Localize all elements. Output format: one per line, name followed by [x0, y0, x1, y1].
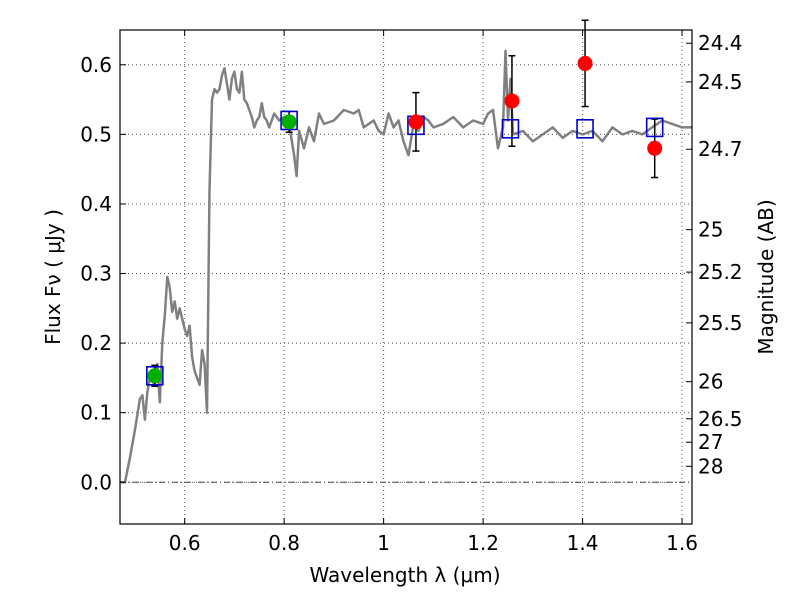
magnitude-tick-label: 24.4	[698, 31, 743, 55]
x-tick-label: 1.6	[666, 531, 698, 555]
red-data-point	[504, 93, 520, 109]
y-axis-title: Flux Fν ( μJy )	[41, 209, 65, 345]
magnitude-tick-label: 25.5	[698, 311, 743, 335]
model-sed-line	[120, 49, 692, 484]
y-tick-label: 0.4	[80, 192, 112, 216]
y-tick-label: 0.2	[80, 331, 112, 355]
model-sed-layer	[120, 49, 692, 484]
model-photometry-square	[501, 119, 520, 139]
red-data-point	[408, 114, 424, 130]
right-axis-title: Magnitude (AB)	[754, 199, 778, 354]
magnitude-tick-label: 24.5	[698, 70, 743, 94]
red-data-point	[647, 140, 663, 156]
axes	[119, 29, 693, 525]
model-photometry-square	[146, 365, 164, 386]
model-photometry-layer	[146, 110, 664, 386]
y-tick-label: 0.0	[80, 470, 112, 494]
x-tick-label: 1.2	[467, 531, 499, 555]
errorbar-layer	[151, 19, 659, 387]
grid	[120, 30, 692, 524]
green-data-point	[147, 368, 163, 384]
observed-point-layer	[147, 55, 663, 384]
ticks: 0.6 0.8 1 1.2 1.4 1.6 0.0 0.1 0.2 0.3 0.4 0.5 0.6 24.…	[80, 30, 743, 555]
x-tick-label: 0.6	[169, 531, 201, 555]
magnitude-tick-label: 27	[698, 430, 723, 454]
model-photometry-square	[280, 110, 298, 131]
y-tick-label: 0.1	[80, 401, 112, 425]
magnitude-tick-label: 24.7	[698, 137, 743, 161]
magnitude-tick-label: 25.2	[698, 260, 743, 284]
x-tick-label: 0.8	[268, 531, 300, 555]
green-data-point	[281, 114, 297, 130]
red-data-point	[577, 55, 593, 71]
x-tick-label: 1.4	[567, 531, 599, 555]
magnitude-tick-label: 26	[698, 370, 723, 394]
x-tick-label: 1	[377, 531, 390, 555]
magnitude-tick-label: 25	[698, 218, 723, 242]
model-photometry-square	[645, 117, 664, 138]
y-tick-label: 0.6	[80, 53, 112, 77]
model-photometry-square	[576, 119, 594, 139]
y-tick-label: 0.5	[80, 122, 112, 146]
magnitude-tick-label: 26.5	[698, 407, 743, 431]
x-axis-title: Wavelength λ (μm)	[309, 563, 500, 587]
plot-frame	[119, 29, 693, 525]
y-tick-label: 0.3	[80, 262, 112, 286]
magnitude-tick-label: 28	[698, 454, 723, 478]
